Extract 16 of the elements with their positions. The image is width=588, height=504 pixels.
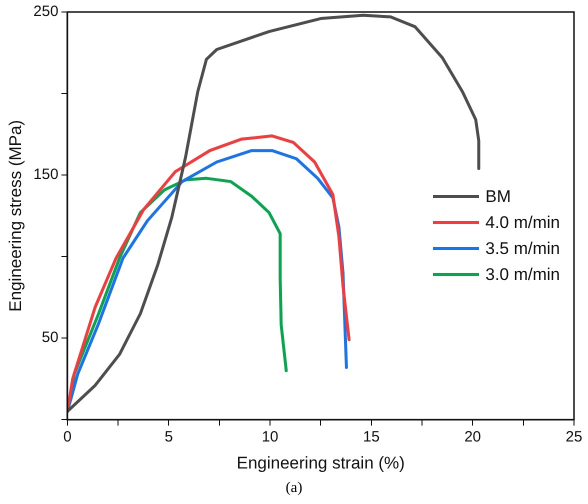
x-tick-label: 15 [363,428,380,446]
x-tick-label: 0 [63,428,72,446]
text: (a) [284,480,304,497]
x-axis-title: Engineering strain (%) [236,453,405,472]
x-tick-label: 10 [262,428,278,446]
y-tick-label: 150 [33,166,58,184]
legend-label: 4.0 m/min [485,212,560,234]
legend-label: 3.5 m/min [485,238,560,260]
y-tick-label: 250 [33,3,58,20]
x-tick-label: 25 [566,428,582,446]
x-tick-label: 5 [164,428,173,446]
x-tick-label: 20 [464,428,482,446]
y-tick-label: 50 [42,329,58,346]
legend-label: 3.0 m/min [485,264,560,286]
y-axis-title: Engineering stress (MPa) [6,120,25,312]
legend-label: BM [485,186,511,208]
